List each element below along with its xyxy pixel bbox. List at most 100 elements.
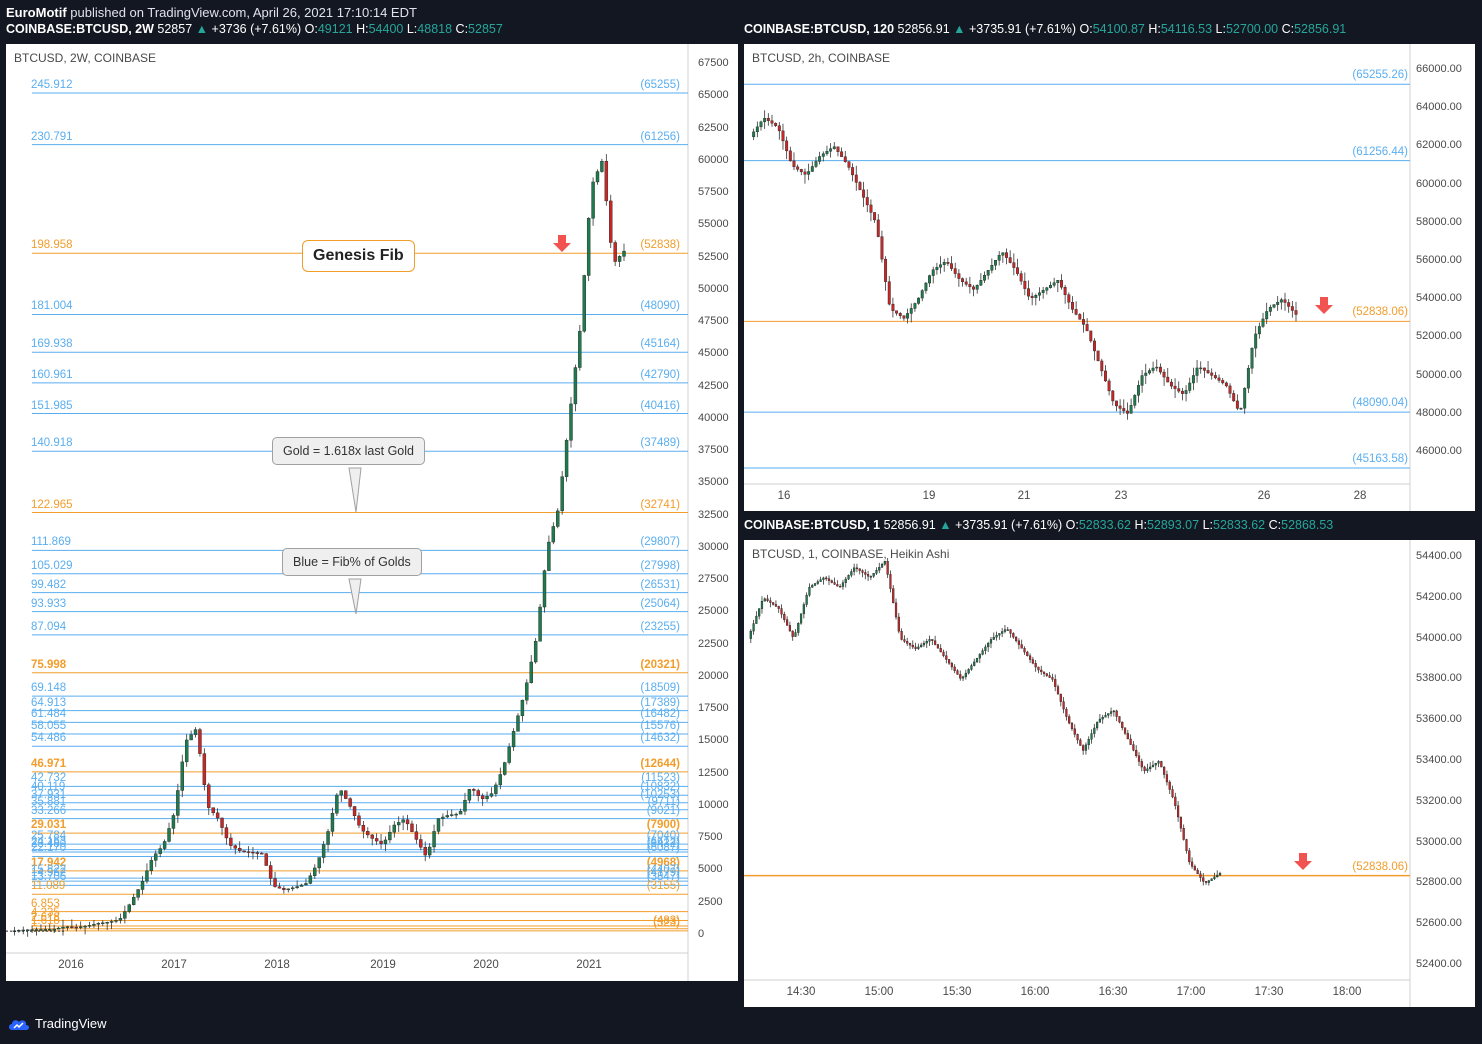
x-axis-tick: 21 [1017, 490, 1031, 502]
author-name[interactable]: EuroMotif [6, 5, 67, 20]
fib-ratio-label: 2.618 [31, 912, 60, 925]
right-bottom-chart-panel[interactable]: BTCUSD, 1, COINBASE, Heikin Ashi (52838.… [744, 540, 1475, 1007]
x-axis-tick: 16 [777, 490, 791, 502]
candle-body [769, 600, 772, 603]
candle-body [595, 171, 600, 183]
x-axis-tick: 16:00 [1020, 986, 1050, 998]
candle-body [352, 806, 357, 817]
candle-body [833, 582, 836, 585]
candle-body [613, 242, 617, 262]
blue-callout[interactable]: Blue = Fib% of Golds [282, 548, 422, 576]
ticker-change: +3735.91 (+7.61%) [969, 22, 1077, 36]
ticker-symbol: COINBASE:BTCUSD, 120 [744, 22, 895, 36]
right-top-chart-panel[interactable]: BTCUSD, 2h, COINBASE (65255.26) (61256.44… [744, 44, 1475, 511]
candle-body [140, 880, 145, 890]
left-ticker: COINBASE:BTCUSD, 2W 52857 ▲ +3736 (+7.61… [6, 22, 503, 36]
candle-body [1268, 306, 1272, 312]
fib-price-label: (32741) [640, 498, 680, 511]
genesis-fib-label[interactable]: Genesis Fib [302, 240, 415, 272]
fib-price-label: (483) [653, 914, 680, 927]
gold-callout[interactable]: Gold = 1.618x last Gold [272, 437, 425, 465]
candle-body [158, 848, 162, 854]
candle-body [1112, 710, 1115, 713]
candle-body [366, 831, 370, 836]
candle-body [1163, 766, 1166, 775]
fib-ratio-label: 93.933 [31, 597, 67, 610]
candle-body [1228, 385, 1232, 394]
fib-price-label: (48090.04) [1352, 397, 1408, 410]
candle-body [383, 839, 388, 844]
candle-body [1034, 663, 1037, 668]
candle-body [832, 146, 836, 149]
fib-ratio-label: 105.029 [31, 559, 73, 572]
candle-body [326, 831, 330, 845]
candle-body [538, 606, 542, 642]
fib-ratio-label: 11.089 [31, 880, 66, 893]
tradingview-logo[interactable]: TradingView [8, 1016, 107, 1031]
fib-price-label: (3155) [646, 880, 680, 893]
candle-body [1126, 733, 1129, 740]
candle-body [887, 281, 891, 305]
candle-body [207, 784, 211, 808]
candle-body [950, 263, 953, 269]
candle-body [388, 831, 392, 841]
candle-body [758, 608, 761, 617]
candle-body [467, 789, 472, 801]
ticker-close: 52868.53 [1281, 518, 1334, 532]
candle-body [1169, 381, 1173, 387]
fib-price-label: (4407) [646, 864, 680, 877]
y-axis-tick: 32500 [698, 508, 729, 521]
candle-body [476, 790, 480, 796]
candle-body [1216, 874, 1219, 878]
x-axis-tick: 14:30 [786, 986, 816, 998]
candle-body [895, 310, 899, 314]
right-bottom-chart-canvas[interactable] [744, 540, 1475, 1007]
candle-body [841, 582, 845, 587]
candle-body [427, 846, 432, 856]
fib-ratio-label: 69.148 [31, 682, 67, 695]
candle-body [1084, 744, 1088, 751]
fib-price-label: (52838.06) [1352, 306, 1408, 319]
candle-body [851, 167, 855, 176]
candle-body [176, 790, 180, 816]
candle-body [981, 650, 984, 655]
candle-body [770, 120, 774, 124]
left-chart-canvas[interactable] [6, 44, 738, 981]
y-axis-tick: 58000.00 [1416, 215, 1462, 228]
candle-body [202, 753, 207, 786]
candle-body [1136, 385, 1140, 396]
candle-body [1165, 774, 1169, 783]
candle-body [772, 602, 775, 605]
left-chart-panel[interactable]: BTCUSD, 2W, COINBASE 245.912 (65255) 230.7… [6, 44, 738, 981]
candle-body [1154, 763, 1157, 766]
right-top-chart-canvas[interactable] [744, 44, 1475, 511]
candle-body [1287, 302, 1291, 307]
fib-ratio-label: 23.480 [31, 838, 67, 850]
candle-body [1093, 727, 1096, 734]
fib-ratio-label: 198.958 [31, 239, 73, 252]
candle-body [299, 884, 304, 887]
candle-body [889, 574, 892, 589]
candle-body [1151, 367, 1155, 371]
candle-body [1012, 262, 1016, 268]
candle-body [357, 815, 361, 826]
fib-ratio-label: 1.618 [31, 914, 60, 927]
candle-body [752, 131, 756, 138]
candle-body [964, 672, 967, 678]
candle-body [397, 822, 401, 826]
candle-body [1082, 745, 1085, 751]
candle-body [1180, 390, 1184, 394]
ticker-low: 52700.00 [1225, 22, 1279, 36]
fib-price-label: (42790) [640, 368, 680, 381]
y-axis-tick: 17500 [698, 702, 729, 715]
candle-body [917, 297, 921, 304]
fib-price-label: (37489) [640, 437, 680, 450]
candle-body [1191, 375, 1195, 384]
y-axis-tick: 60000 [698, 153, 729, 166]
candle-body [70, 926, 74, 928]
candle-body [818, 156, 822, 162]
y-axis-tick: 20000 [698, 669, 729, 682]
fib-ratio-label: 46.971 [31, 757, 67, 770]
y-axis-tick: 52800.00 [1416, 876, 1462, 889]
candle-body [1243, 387, 1247, 409]
